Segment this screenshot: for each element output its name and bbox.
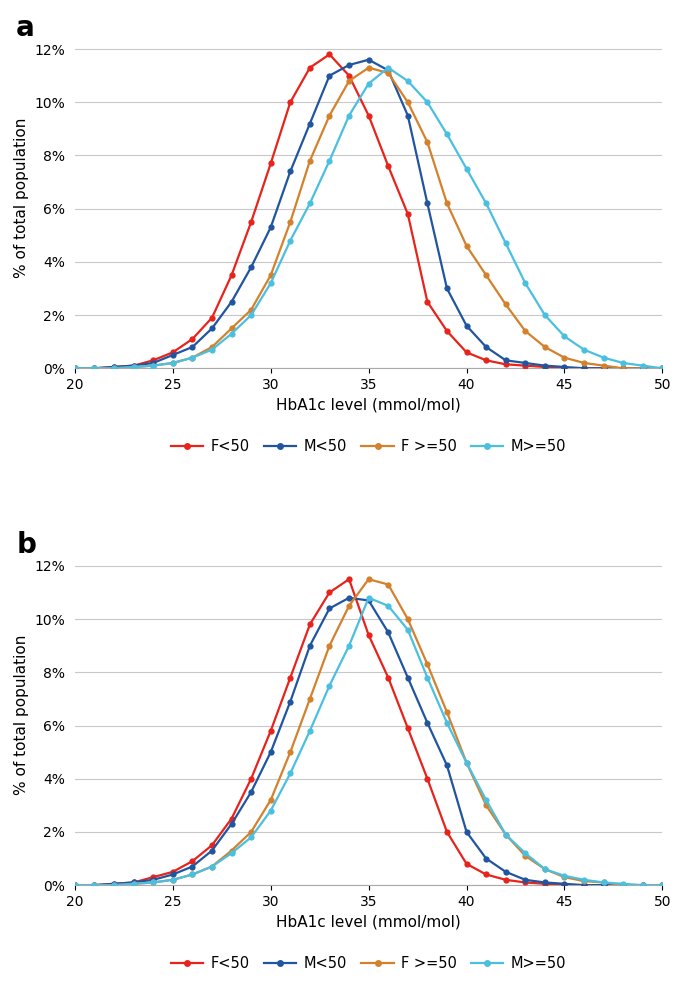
Legend: F<50, M<50, F >=50, M>=50: F<50, M<50, F >=50, M>=50 — [165, 434, 572, 460]
Text: a: a — [16, 14, 35, 42]
X-axis label: HbA1c level (mmol/mol): HbA1c level (mmol/mol) — [276, 398, 461, 413]
X-axis label: HbA1c level (mmol/mol): HbA1c level (mmol/mol) — [276, 915, 461, 930]
Y-axis label: % of total population: % of total population — [14, 118, 29, 278]
Legend: F<50, M<50, F >=50, M>=50: F<50, M<50, F >=50, M>=50 — [165, 950, 572, 977]
Y-axis label: % of total population: % of total population — [14, 635, 29, 795]
Text: b: b — [16, 531, 36, 558]
